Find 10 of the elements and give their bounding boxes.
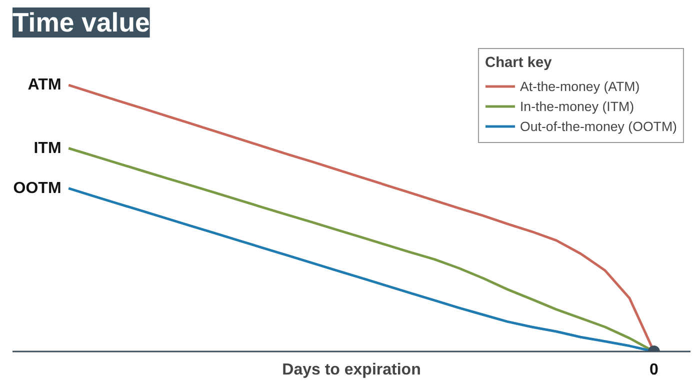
x-axis-title: Days to expiration bbox=[282, 362, 421, 378]
legend-label: Out-of-the-money (OOTM) bbox=[520, 118, 677, 134]
annotation: ATM bbox=[28, 76, 62, 94]
annotation: OOTM bbox=[13, 180, 62, 197]
legend-label: At-the-money (ATM) bbox=[520, 78, 640, 94]
legend-label: In-the-money (ITM) bbox=[520, 98, 634, 114]
text: 0 bbox=[649, 362, 658, 378]
annotation: ITM bbox=[34, 140, 62, 157]
legend-title: Chart key bbox=[484, 55, 553, 71]
chart-title: Time value bbox=[12, 8, 150, 38]
